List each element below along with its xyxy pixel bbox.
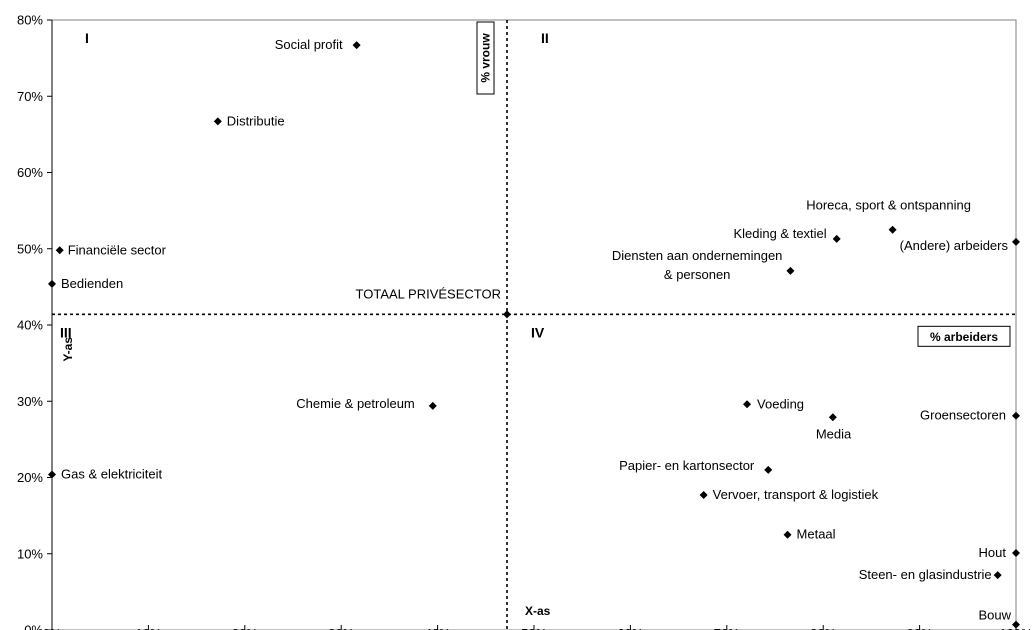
x-tick-label: 90% <box>907 626 933 630</box>
data-point <box>828 413 837 422</box>
data-label: Hout <box>979 545 1007 560</box>
y-tick-label: 50% <box>17 241 43 256</box>
x-tick-label: 80% <box>810 626 836 630</box>
y-tick-label: 60% <box>17 165 43 180</box>
x-axis-name: % arbeiders <box>930 330 998 344</box>
y-axis-name: % vrouw <box>479 33 493 83</box>
data-point <box>993 571 1002 580</box>
quadrant-label-i: I <box>85 30 89 46</box>
data-label: & personen <box>664 267 731 282</box>
x-tick-label: 50% <box>521 626 547 630</box>
data-label: (Andere) arbeiders <box>900 238 1009 253</box>
x-axis-name-box <box>917 325 1011 347</box>
data-label: Financiële sector <box>68 242 167 257</box>
x-axis-tag: X-as <box>525 604 551 618</box>
data-label: Distributie <box>227 113 285 128</box>
y-axis-name-box <box>476 21 495 95</box>
data-label: Bedienden <box>61 276 123 291</box>
data-point <box>1012 237 1020 246</box>
data-point <box>55 246 64 255</box>
x-tick-label: 10% <box>135 626 161 630</box>
y-tick-label: 80% <box>17 13 43 28</box>
data-label: Metaal <box>797 527 836 542</box>
data-label: Steen- en glasindustrie <box>859 567 992 582</box>
data-point <box>699 491 708 500</box>
data-point <box>1012 620 1020 629</box>
y-tick-label: 30% <box>17 394 43 409</box>
data-point <box>786 266 795 275</box>
y-axis-tag: Y-as <box>61 337 75 362</box>
data-point <box>428 401 437 410</box>
data-label: Papier- en kartonsector <box>619 458 755 473</box>
data-label: Vervoer, transport & logistiek <box>713 487 879 502</box>
quadrant-label-iii: III <box>60 324 72 340</box>
data-point <box>888 225 897 234</box>
data-point <box>1012 548 1020 557</box>
quadrant-label-ii: II <box>541 30 549 46</box>
data-label: Kleding & textiel <box>733 226 826 241</box>
y-tick-label: 0% <box>24 623 43 630</box>
x-tick-label: 0% <box>43 626 62 630</box>
y-tick-label: 40% <box>17 318 43 333</box>
data-label: Media <box>816 426 852 441</box>
data-point <box>743 400 752 409</box>
data-label: Voeding <box>757 396 804 411</box>
data-point <box>832 234 841 243</box>
x-tick-label: 20% <box>232 626 258 630</box>
data-point <box>1012 411 1020 420</box>
data-label: TOTAAL PRIVÉSECTOR <box>356 286 501 301</box>
data-label: Groensectoren <box>920 408 1006 423</box>
data-label: Bouw <box>978 608 1011 623</box>
data-point <box>48 279 56 288</box>
data-point <box>213 117 222 126</box>
data-point <box>352 41 361 50</box>
x-tick-label: 70% <box>714 626 740 630</box>
data-label: Social profit <box>275 37 343 52</box>
data-label: Chemie & petroleum <box>296 396 415 411</box>
data-point <box>783 530 792 539</box>
y-tick-label: 70% <box>17 89 43 104</box>
data-point <box>764 465 773 474</box>
quadrant-label-iv: IV <box>531 324 545 340</box>
y-tick-label: 20% <box>17 470 43 485</box>
y-tick-label: 10% <box>17 546 43 561</box>
data-label: Horeca, sport & ontspanning <box>806 198 971 213</box>
data-point <box>503 310 512 319</box>
data-label: Gas & elektriciteit <box>61 466 163 481</box>
x-tick-label: 60% <box>617 626 643 630</box>
data-label: Diensten aan ondernemingen <box>612 248 783 263</box>
x-tick-label: 40% <box>425 626 451 630</box>
x-tick-label: 30% <box>328 626 354 630</box>
data-point <box>48 470 56 479</box>
